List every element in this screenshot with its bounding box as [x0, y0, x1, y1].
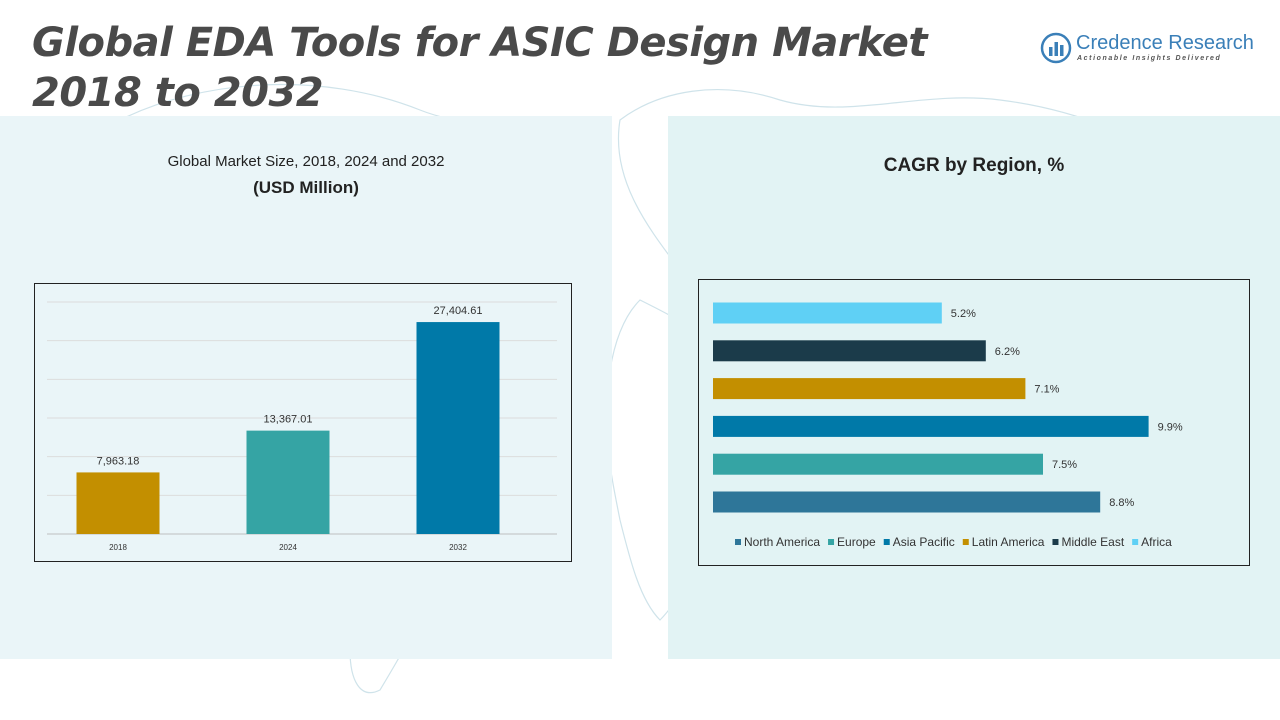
market-size-subtitle: Global Market Size, 2018, 2024 and 2032 [167, 153, 445, 170]
bar-value-label: 27,404.61 [434, 305, 483, 317]
legend-label: Latin America [972, 535, 1045, 549]
legend-label: North America [744, 535, 820, 549]
hbar-europe [713, 453, 1043, 475]
legend-swatch [1052, 539, 1059, 545]
market-size-unit: (USD Million) [253, 178, 359, 197]
bar-2018 [76, 472, 160, 534]
hbar-middle-east [713, 340, 986, 362]
cagr-chart: 5.2% 6.2% 7.1% 9.9% 7.5% 8.8% North America Eur… [698, 279, 1250, 566]
legend-label: Africa [1141, 535, 1172, 549]
hbar-value-label: 9.9% [1158, 421, 1183, 433]
logo-chart-icon [1040, 32, 1072, 64]
hbar-value-label: 7.5% [1052, 459, 1077, 471]
legend-label: Asia Pacific [893, 535, 955, 549]
bar-value-label: 13,367.01 [264, 414, 313, 426]
legend-swatch [828, 539, 835, 545]
legend-swatch [1132, 539, 1139, 545]
page-title: Global EDA Tools for ASIC Design Market … [32, 18, 932, 118]
hbar-value-label: 5.2% [951, 308, 976, 320]
legend-label: Europe [837, 535, 876, 549]
hbar-asia-pacific [713, 415, 1149, 437]
legend-label: Middle East [1061, 535, 1124, 549]
hbar-value-label: 7.1% [1034, 384, 1059, 396]
credence-research-logo: Credence Research Actionable Insights De… [1040, 30, 1260, 70]
market-size-chart-svg: 7,963.18 2018 13,367.01 2024 27,404.61 2032 [47, 301, 557, 552]
hbar-value-label: 8.8% [1109, 497, 1134, 509]
bar-2024 [246, 430, 330, 534]
market-size-panel [0, 116, 612, 659]
legend-swatch [735, 539, 741, 545]
x-tick-label: 2024 [279, 543, 297, 552]
bar-value-label: 7,963.18 [97, 455, 140, 467]
logo-name: Credence Research [1076, 32, 1254, 54]
page-title-line1: Global EDA Tools for ASIC Design Market [32, 20, 928, 66]
legend-swatch [883, 539, 890, 545]
legend-swatch [962, 539, 969, 545]
hbar-latin-america [713, 378, 1026, 400]
hbar-value-label: 6.2% [995, 346, 1020, 358]
x-tick-label: 2032 [449, 543, 467, 552]
page-title-line2: 2018 to 2032 [32, 70, 324, 116]
market-size-chart: 7,963.18 2018 13,367.01 2024 27,404.61 2032 [34, 283, 572, 562]
cagr-title: CAGR by Region, % [883, 155, 1065, 176]
bar-2032 [416, 322, 500, 534]
hbar-north-america [713, 491, 1101, 513]
hbar-africa [713, 302, 942, 324]
logo-tagline: Actionable Insights Delivered [1077, 55, 1222, 62]
cagr-chart-svg: 5.2% 6.2% 7.1% 9.9% 7.5% 8.8% North America Eur… [713, 302, 1183, 549]
x-tick-label: 2018 [109, 543, 127, 552]
